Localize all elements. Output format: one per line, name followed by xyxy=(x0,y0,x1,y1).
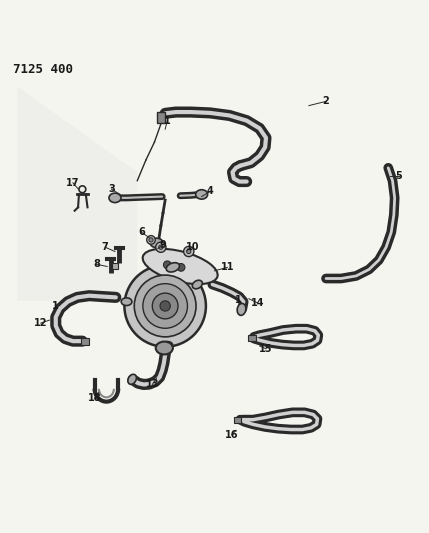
Text: 6: 6 xyxy=(138,227,145,237)
Circle shape xyxy=(134,275,196,337)
Bar xyxy=(157,112,165,123)
Bar xyxy=(248,335,256,341)
Text: 12: 12 xyxy=(34,318,48,328)
Ellipse shape xyxy=(196,190,208,199)
Text: 15: 15 xyxy=(259,344,273,354)
Circle shape xyxy=(147,236,155,244)
Text: 7125 400: 7125 400 xyxy=(13,63,73,76)
Circle shape xyxy=(156,242,166,252)
Text: 11: 11 xyxy=(221,262,234,272)
Ellipse shape xyxy=(162,342,172,349)
Ellipse shape xyxy=(192,280,202,289)
Circle shape xyxy=(143,284,187,328)
Ellipse shape xyxy=(150,238,163,248)
Text: 10: 10 xyxy=(185,242,199,252)
Ellipse shape xyxy=(143,249,218,284)
Circle shape xyxy=(184,246,194,256)
Text: 1: 1 xyxy=(164,116,171,126)
Polygon shape xyxy=(17,86,137,301)
Bar xyxy=(81,338,89,344)
Text: 3: 3 xyxy=(108,184,115,195)
Bar xyxy=(234,417,241,423)
Circle shape xyxy=(160,301,170,311)
Circle shape xyxy=(152,293,178,319)
Text: 16: 16 xyxy=(225,430,239,440)
Ellipse shape xyxy=(109,193,121,203)
Text: 14: 14 xyxy=(251,298,264,308)
Text: 1: 1 xyxy=(235,295,242,305)
Circle shape xyxy=(163,261,171,269)
Text: 17: 17 xyxy=(66,178,80,188)
Circle shape xyxy=(187,249,191,254)
Circle shape xyxy=(159,245,163,249)
Text: 5: 5 xyxy=(396,172,402,181)
Text: 4: 4 xyxy=(207,187,214,197)
Text: 7: 7 xyxy=(102,242,109,252)
Circle shape xyxy=(124,265,206,347)
Ellipse shape xyxy=(166,263,179,272)
Ellipse shape xyxy=(121,298,132,305)
Text: 9: 9 xyxy=(160,240,166,250)
Circle shape xyxy=(177,263,185,271)
Ellipse shape xyxy=(237,303,246,316)
Text: 2: 2 xyxy=(323,96,329,107)
Bar xyxy=(112,263,118,269)
Circle shape xyxy=(149,238,153,242)
Text: 8: 8 xyxy=(93,260,100,269)
Text: 1: 1 xyxy=(52,301,59,311)
Ellipse shape xyxy=(156,342,173,354)
Text: 13: 13 xyxy=(145,379,159,390)
Text: 18: 18 xyxy=(88,393,101,403)
Ellipse shape xyxy=(128,374,136,384)
